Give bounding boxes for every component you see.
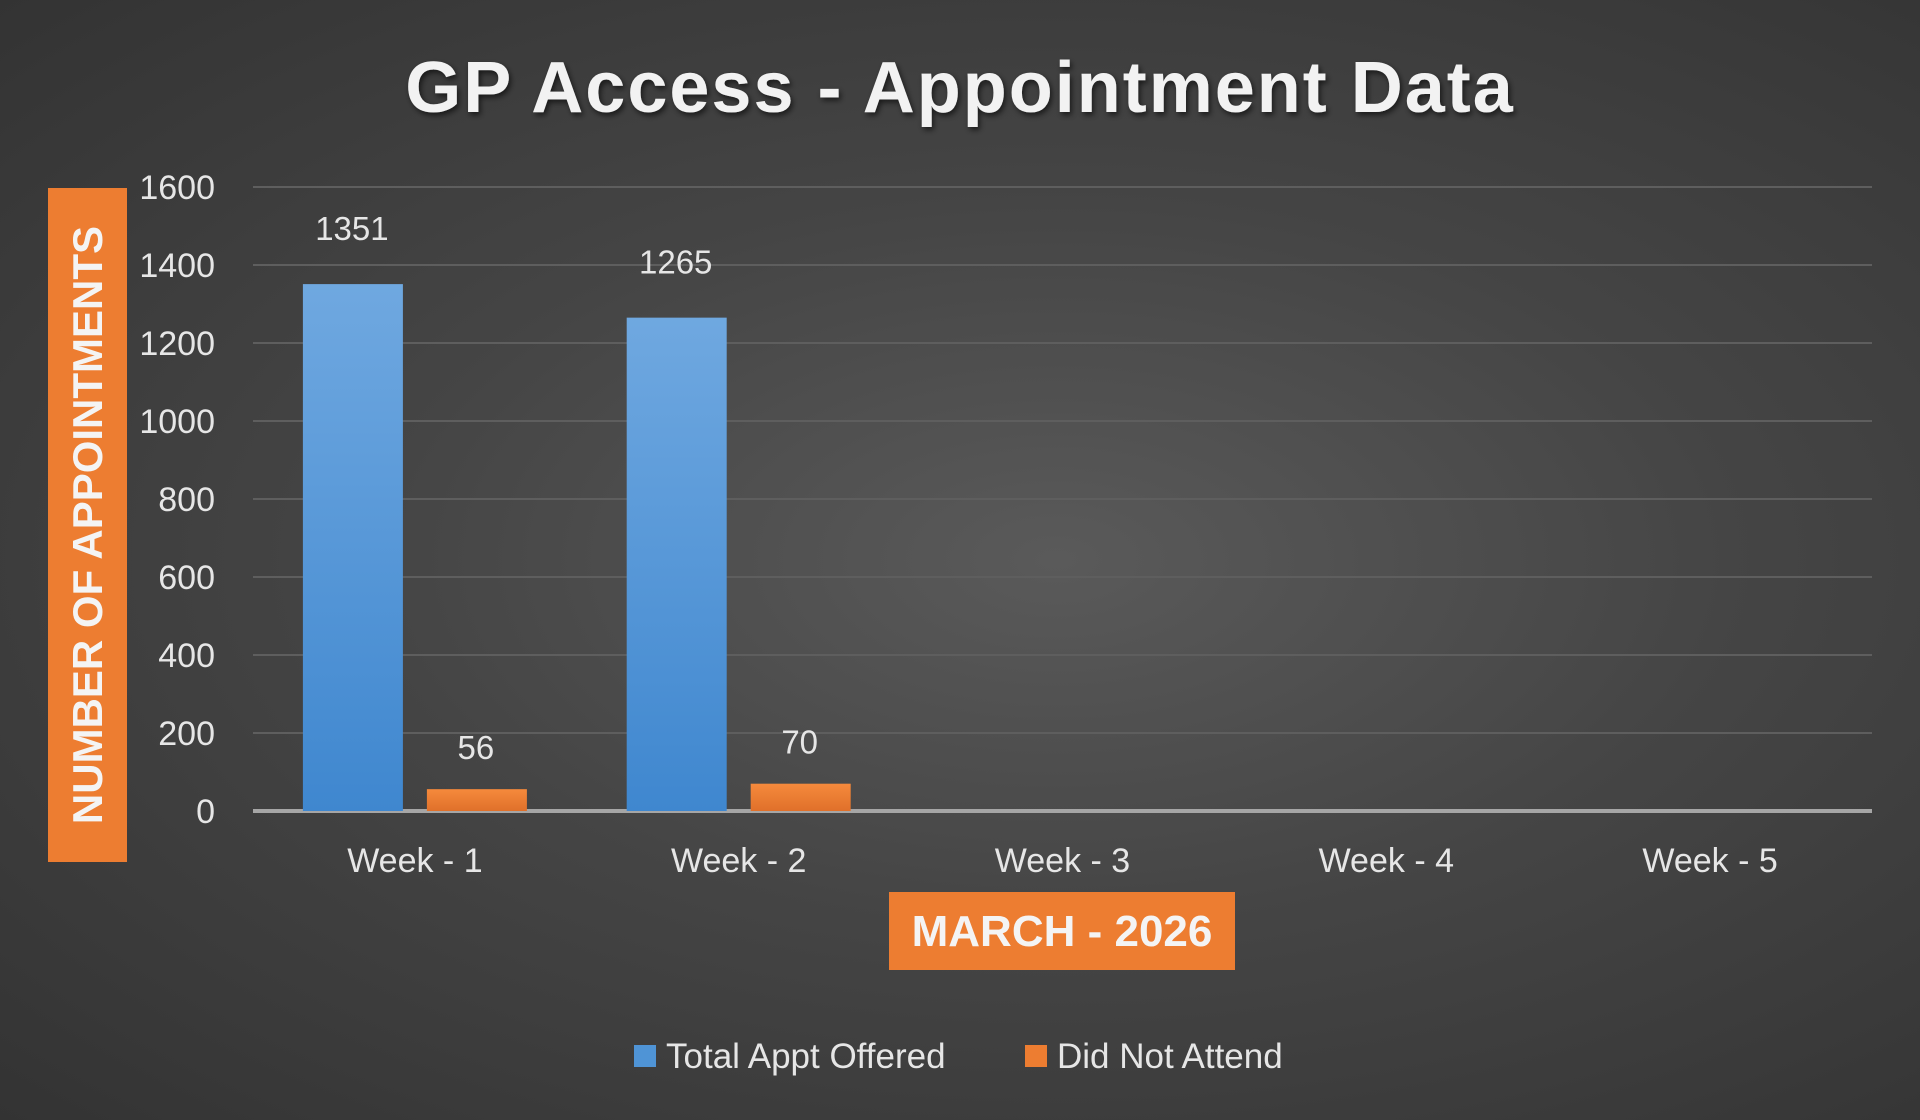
y-tick-label: 800 bbox=[158, 481, 215, 519]
y-tick-label: 0 bbox=[196, 793, 215, 831]
x-tick-label: Week - 1 bbox=[347, 842, 482, 880]
bar-total-appt-offered bbox=[302, 284, 403, 811]
gridlines bbox=[253, 186, 1872, 813]
bar-total-appt-offered bbox=[626, 317, 727, 811]
y-tick-label: 1600 bbox=[139, 169, 215, 207]
x-axis-title: MARCH - 2026 bbox=[912, 907, 1213, 956]
legend-label: Did Not Attend bbox=[1057, 1037, 1283, 1076]
y-axis-title: NUMBER OF APPOINTMENTS bbox=[64, 226, 111, 824]
y-axis-title-background bbox=[48, 188, 127, 862]
y-tick-label: 400 bbox=[158, 637, 215, 675]
data-label: 70 bbox=[781, 724, 818, 761]
data-label: 56 bbox=[458, 729, 495, 766]
bar-did-not-attend bbox=[426, 789, 527, 811]
y-tick-label: 1400 bbox=[139, 247, 215, 285]
x-tick-label: Week - 4 bbox=[1319, 842, 1454, 880]
bars bbox=[302, 284, 851, 811]
legend: Total Appt Offered Did Not Attend bbox=[634, 1037, 1283, 1076]
legend-label: Total Appt Offered bbox=[666, 1037, 946, 1076]
x-axis-title-background bbox=[889, 892, 1235, 970]
x-tick-label: Week - 5 bbox=[1642, 842, 1777, 880]
x-axis-title-box: MARCH - 2026 bbox=[889, 892, 1235, 970]
y-axis-ticks: 0 200 400 600 800 1000 1200 1400 1600 bbox=[139, 169, 215, 831]
legend-swatch bbox=[1025, 1045, 1047, 1067]
data-label: 1351 bbox=[315, 210, 388, 247]
data-label: 1265 bbox=[639, 244, 712, 281]
x-tick-label: Week - 2 bbox=[671, 842, 806, 880]
y-axis-title-box: NUMBER OF APPOINTMENTS bbox=[48, 188, 127, 862]
y-tick-label: 600 bbox=[158, 559, 215, 597]
x-tick-label: Week - 3 bbox=[995, 842, 1130, 880]
x-axis-ticks: Week - 1 Week - 2 Week - 3 Week - 4 Week - 5 bbox=[347, 842, 1778, 880]
y-tick-label: 200 bbox=[158, 715, 215, 753]
legend-swatch bbox=[634, 1045, 656, 1067]
y-tick-label: 1200 bbox=[139, 325, 215, 363]
chart-title: GP Access - Appointment Data bbox=[405, 48, 1515, 128]
bar-did-not-attend bbox=[750, 783, 851, 811]
data-labels: 1351 56 1265 70 bbox=[315, 210, 818, 766]
y-tick-label: 1000 bbox=[139, 403, 215, 441]
